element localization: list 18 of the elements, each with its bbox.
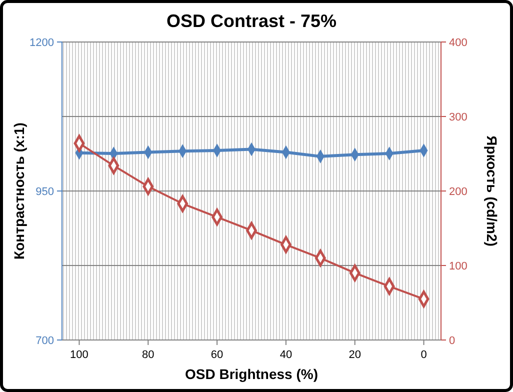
x-tick-label: 20 (348, 349, 361, 361)
x-tick-label: 40 (280, 349, 292, 361)
x-axis-title: OSD Brightness (%) (184, 366, 318, 382)
y-axis-title: Контрастность (x:1) (11, 122, 27, 260)
y-tick-label: 700 (36, 334, 54, 347)
x-tick-label: 100 (70, 349, 88, 361)
y-tick-label: 1200 (30, 36, 54, 49)
y2-tick-label: 300 (449, 111, 468, 124)
y2-tick-label: 100 (449, 260, 468, 272)
chart-title: OSD Contrast - 75% (166, 11, 337, 31)
x-tick-label: 60 (210, 349, 224, 361)
y2-axis-title: Яркость (cd/m2) (484, 136, 500, 246)
y-tick-label: 950 (36, 186, 54, 198)
x-tick-label: 0 (420, 349, 427, 361)
x-tick-label: 80 (142, 349, 154, 361)
y2-tick-label: 400 (449, 36, 468, 49)
y2-tick-label: 0 (449, 334, 456, 347)
y2-tick-label: 200 (449, 186, 468, 198)
